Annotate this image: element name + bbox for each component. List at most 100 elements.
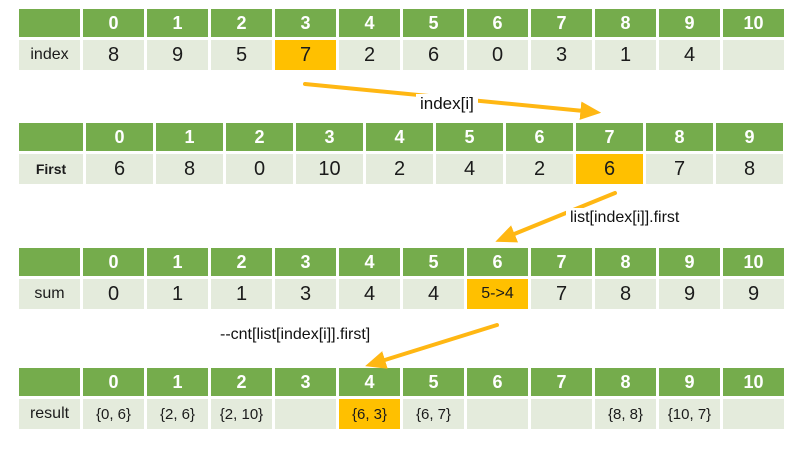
value-row: index 8 9 5 7 2 6 0 3 1 4 bbox=[19, 40, 784, 70]
result-table: 0 1 2 3 4 5 6 7 8 9 10 result {0, 6} {2,… bbox=[16, 365, 787, 432]
value-row: result {0, 6} {2, 6} {2, 10} {6, 3} {6, … bbox=[19, 399, 784, 429]
value-cell: {6, 7} bbox=[403, 399, 464, 429]
header-cell: 3 bbox=[296, 123, 363, 151]
header-cell: 7 bbox=[531, 9, 592, 37]
highlighted-cell: 5->4 bbox=[467, 279, 528, 309]
value-cell: 9 bbox=[659, 279, 720, 309]
value-cell: 8 bbox=[595, 279, 656, 309]
value-cell bbox=[467, 399, 528, 429]
sum-table: 0 1 2 3 4 5 6 7 8 9 10 sum 0 1 1 3 4 4 5… bbox=[16, 245, 787, 312]
header-cell: 6 bbox=[467, 9, 528, 37]
header-cell: 2 bbox=[211, 368, 272, 396]
row-label: result bbox=[19, 399, 80, 429]
arrow-sum-to-result bbox=[365, 323, 499, 369]
value-cell: 1 bbox=[211, 279, 272, 309]
corner-cell bbox=[19, 368, 80, 396]
header-cell: 4 bbox=[366, 123, 433, 151]
value-cell: {2, 10} bbox=[211, 399, 272, 429]
header-cell: 10 bbox=[723, 368, 784, 396]
value-cell: {10, 7} bbox=[659, 399, 720, 429]
value-cell: 6 bbox=[86, 154, 153, 184]
header-cell: 6 bbox=[467, 368, 528, 396]
value-cell: 9 bbox=[147, 40, 208, 70]
value-cell: 4 bbox=[436, 154, 503, 184]
header-cell: 8 bbox=[595, 248, 656, 276]
header-cell: 2 bbox=[211, 248, 272, 276]
corner-cell bbox=[19, 123, 83, 151]
header-cell: 9 bbox=[716, 123, 783, 151]
value-cell: 7 bbox=[646, 154, 713, 184]
header-cell: 0 bbox=[86, 123, 153, 151]
value-cell bbox=[531, 399, 592, 429]
row-label: First bbox=[19, 154, 83, 184]
annotation-list-index-first: list[index[i]].first bbox=[566, 208, 684, 228]
header-cell: 0 bbox=[83, 368, 144, 396]
value-cell: 6 bbox=[403, 40, 464, 70]
row-label: index bbox=[19, 40, 80, 70]
header-cell: 2 bbox=[211, 9, 272, 37]
header-cell: 6 bbox=[467, 248, 528, 276]
value-cell: 4 bbox=[659, 40, 720, 70]
header-cell: 5 bbox=[403, 9, 464, 37]
header-cell: 9 bbox=[659, 9, 720, 37]
corner-cell bbox=[19, 248, 80, 276]
value-cell: 1 bbox=[595, 40, 656, 70]
header-cell: 4 bbox=[339, 248, 400, 276]
value-cell: 2 bbox=[506, 154, 573, 184]
value-cell: 4 bbox=[339, 279, 400, 309]
header-cell: 0 bbox=[83, 9, 144, 37]
header-cell: 5 bbox=[436, 123, 503, 151]
header-row: 0 1 2 3 4 5 6 7 8 9 bbox=[19, 123, 783, 151]
highlighted-cell: 6 bbox=[576, 154, 643, 184]
header-cell: 3 bbox=[275, 248, 336, 276]
value-cell: 4 bbox=[403, 279, 464, 309]
value-cell: {2, 6} bbox=[147, 399, 208, 429]
index-table: 0 1 2 3 4 5 6 7 8 9 10 index 8 9 5 7 2 6… bbox=[16, 6, 787, 73]
value-cell: 8 bbox=[83, 40, 144, 70]
header-cell: 7 bbox=[576, 123, 643, 151]
header-cell: 9 bbox=[659, 248, 720, 276]
header-row: 0 1 2 3 4 5 6 7 8 9 10 bbox=[19, 248, 784, 276]
header-cell: 5 bbox=[403, 248, 464, 276]
header-cell: 8 bbox=[595, 368, 656, 396]
header-cell: 1 bbox=[147, 368, 208, 396]
value-cell: 3 bbox=[531, 40, 592, 70]
corner-cell bbox=[19, 9, 80, 37]
value-cell: 5 bbox=[211, 40, 272, 70]
header-cell: 10 bbox=[723, 9, 784, 37]
value-cell: {0, 6} bbox=[83, 399, 144, 429]
value-cell: 2 bbox=[339, 40, 400, 70]
value-cell: 9 bbox=[723, 279, 784, 309]
value-cell: {8, 8} bbox=[595, 399, 656, 429]
header-row: 0 1 2 3 4 5 6 7 8 9 10 bbox=[19, 368, 784, 396]
value-cell: 1 bbox=[147, 279, 208, 309]
header-cell: 7 bbox=[531, 248, 592, 276]
value-cell: 8 bbox=[156, 154, 223, 184]
value-cell: 7 bbox=[531, 279, 592, 309]
header-cell: 5 bbox=[403, 368, 464, 396]
value-cell bbox=[723, 399, 784, 429]
annotation-index-i: index[i] bbox=[416, 94, 478, 114]
header-cell: 4 bbox=[339, 368, 400, 396]
header-cell: 8 bbox=[646, 123, 713, 151]
header-cell: 6 bbox=[506, 123, 573, 151]
value-cell bbox=[275, 399, 336, 429]
header-cell: 10 bbox=[723, 248, 784, 276]
value-cell: 2 bbox=[366, 154, 433, 184]
header-cell: 9 bbox=[659, 368, 720, 396]
first-table: 0 1 2 3 4 5 6 7 8 9 First 6 8 0 10 2 4 2… bbox=[16, 120, 786, 187]
header-cell: 7 bbox=[531, 368, 592, 396]
header-cell: 1 bbox=[147, 9, 208, 37]
value-cell: 8 bbox=[716, 154, 783, 184]
header-cell: 1 bbox=[156, 123, 223, 151]
header-row: 0 1 2 3 4 5 6 7 8 9 10 bbox=[19, 9, 784, 37]
header-cell: 0 bbox=[83, 248, 144, 276]
header-cell: 1 bbox=[147, 248, 208, 276]
header-cell: 2 bbox=[226, 123, 293, 151]
header-cell: 3 bbox=[275, 9, 336, 37]
row-label: sum bbox=[19, 279, 80, 309]
value-row: sum 0 1 1 3 4 4 5->4 7 8 9 9 bbox=[19, 279, 784, 309]
value-row: First 6 8 0 10 2 4 2 6 7 8 bbox=[19, 154, 783, 184]
value-cell: 0 bbox=[226, 154, 293, 184]
